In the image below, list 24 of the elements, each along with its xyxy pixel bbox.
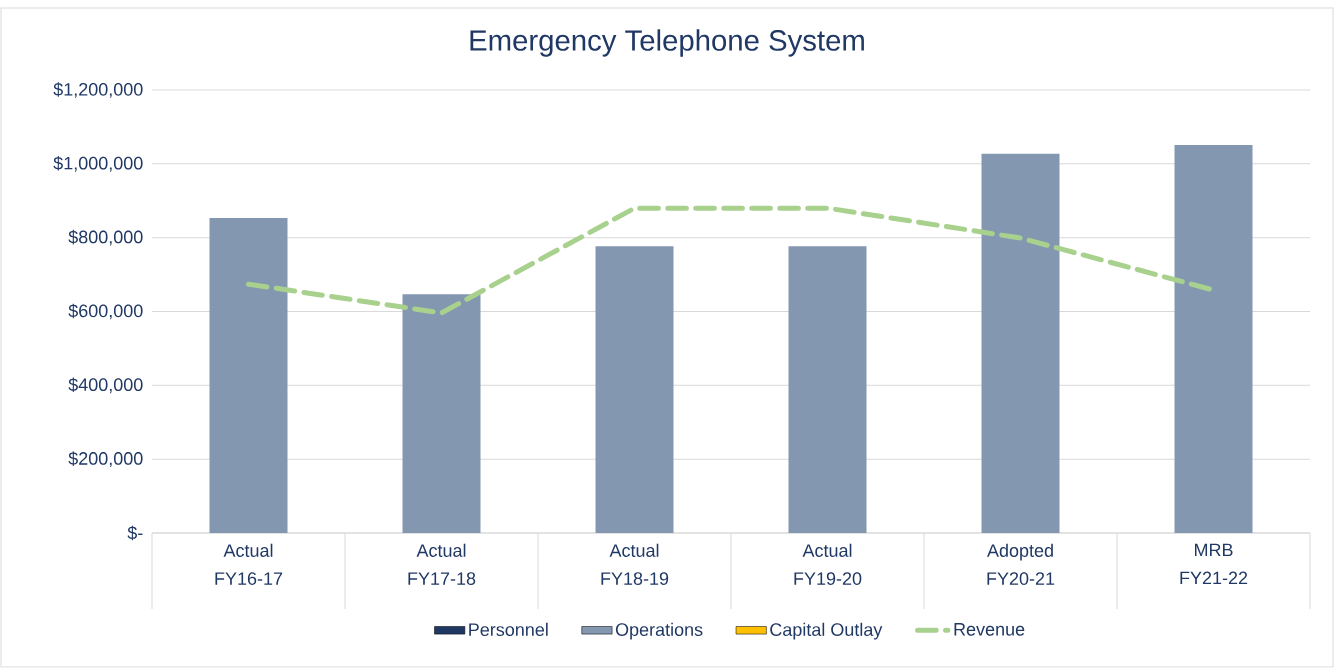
x-tick-label: Actual FY18-19: [601, 543, 669, 585]
y-tick-label: $400,000: [68, 377, 143, 394]
legend-label: Personnel: [469, 622, 548, 636]
y-tick-label: $200,000: [68, 451, 143, 467]
bar: [981, 153, 1060, 533]
y-tick-label: $1,200,000: [53, 82, 143, 98]
legend-label: Operations: [615, 622, 703, 640]
x-tick-label: Actual FY16-17: [215, 543, 283, 585]
bar: [595, 246, 674, 533]
y-tick-label: $600,000: [68, 303, 143, 320]
y-tick-label: $-: [127, 525, 143, 541]
legend-label: Capital Outlay: [770, 622, 883, 640]
y-tick-label: $1,000,000: [53, 156, 143, 172]
chart-title: Emergency Telephone System: [470, 29, 864, 57]
y-tick-label: $800,000: [68, 229, 143, 246]
bar: [1174, 145, 1253, 533]
legend-label: Revenue: [954, 623, 1025, 636]
x-tick-label: Adopted FY20-21: [987, 543, 1055, 585]
bar: [788, 246, 867, 533]
x-tick-label: Actual FY17-18: [408, 543, 476, 585]
bar: [209, 218, 288, 533]
x-tick-label: MRB FY21-22: [1180, 543, 1248, 585]
x-tick-label: Actual FY19-20: [794, 543, 862, 585]
bar: [402, 294, 481, 533]
